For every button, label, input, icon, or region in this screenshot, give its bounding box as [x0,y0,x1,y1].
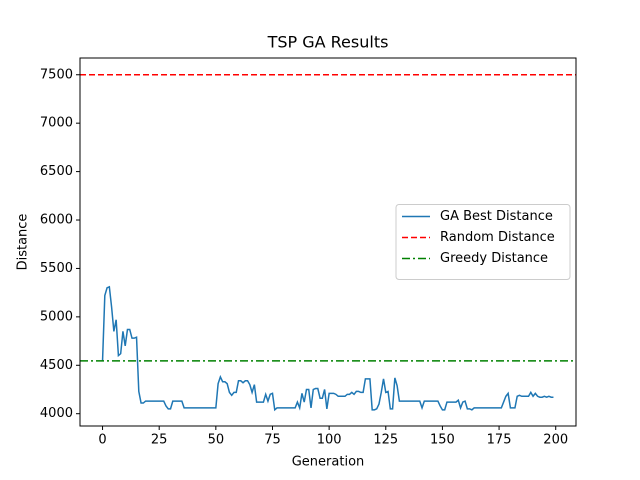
y-tick-label: 4500 [40,358,73,373]
x-tick-label: 0 [98,433,106,448]
x-tick-label: 75 [264,433,281,448]
x-tick-label: 200 [543,433,568,448]
x-tick-label: 25 [151,433,168,448]
y-tick-label: 7000 [40,116,73,131]
x-tick-label: 100 [317,433,342,448]
x-tick-label: 50 [208,433,225,448]
series-line [101,285,554,412]
plot-frame [79,57,577,427]
x-axis-label: Generation [292,455,365,470]
y-tick-label: 4000 [40,406,73,421]
y-tick-label: 6000 [40,213,73,228]
legend-box [395,204,571,280]
x-tick-label: 150 [430,433,455,448]
chart-title: TSP GA Results [267,33,389,52]
y-tick-label: 6500 [40,164,73,179]
x-tick-label: 125 [373,433,398,448]
x-tick-label: 175 [487,433,512,448]
legend-label: Random Distance [440,230,555,245]
y-tick-label: 5000 [40,309,73,324]
y-tick-label: 7500 [40,67,73,82]
legend-label: Greedy Distance [440,251,548,266]
legend-label: GA Best Distance [440,209,553,224]
y-tick-label: 5500 [40,261,73,276]
y-axis-label: Distance [16,214,31,271]
